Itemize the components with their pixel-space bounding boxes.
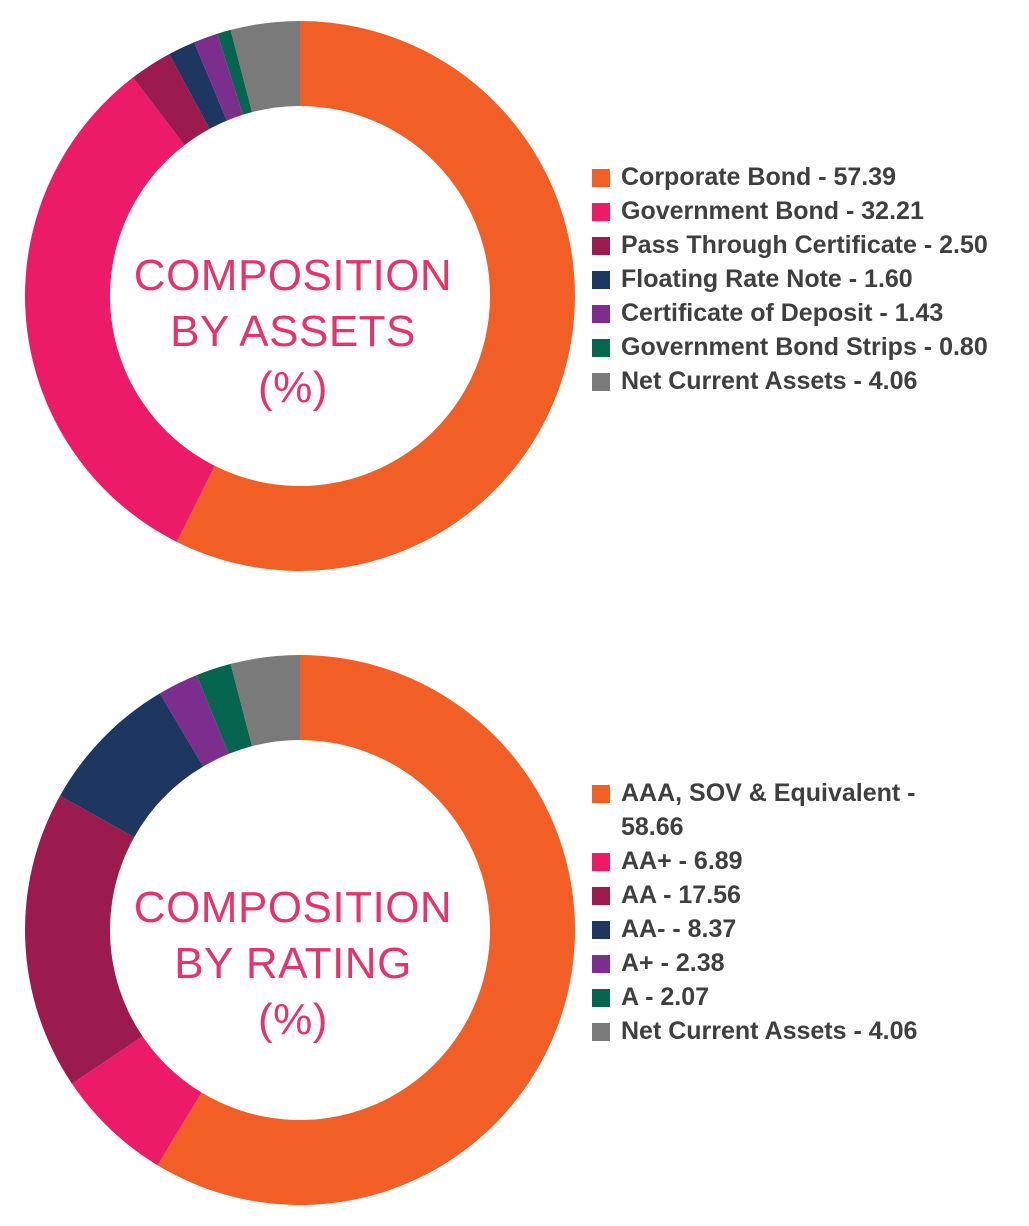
- donut-slice-government-bond: [24, 77, 215, 542]
- rating-legend: AAA, SOV & Equivalent - 58.66 AA+ - 6.89…: [592, 776, 942, 1048]
- legend-item: Net Current Assets - 4.06: [592, 364, 1022, 398]
- legend-label: Pass Through Certificate - 2.50: [621, 231, 988, 259]
- donut-slice-certificate-of-deposit: [194, 33, 243, 121]
- legend-item: Corporate Bond - 57.39: [592, 160, 1022, 194]
- assets-legend: Corporate Bond - 57.39 Government Bond -…: [592, 160, 1022, 398]
- donut-slice-net-current-assets: [230, 655, 300, 747]
- assets-composition-chart: COMPOSITION BY ASSETS (%) Corporate Bond…: [0, 0, 1029, 600]
- legend-item: AAA, SOV & Equivalent - 58.66: [592, 776, 942, 844]
- legend-label: A - 2.07: [621, 983, 710, 1011]
- legend-item: AA - 17.56: [592, 878, 942, 912]
- legend-swatch: [592, 989, 610, 1007]
- legend-label: Net Current Assets - 4.06: [621, 1017, 918, 1045]
- donut-slice-a: [196, 663, 253, 754]
- legend-item: Net Current Assets - 4.06: [592, 1014, 942, 1048]
- legend-swatch: [592, 1023, 610, 1041]
- legend-swatch: [592, 203, 610, 221]
- legend-label: AA - 17.56: [621, 881, 741, 909]
- legend-label: Certificate of Deposit - 1.43: [621, 299, 944, 327]
- legend-swatch: [592, 237, 610, 255]
- legend-label: Net Current Assets - 4.06: [621, 367, 918, 395]
- legend-swatch: [592, 785, 610, 803]
- legend-label: Government Bond - 32.21: [621, 197, 924, 225]
- legend-label: A+ - 2.38: [621, 949, 725, 977]
- rating-composition-chart: COMPOSITION BY RATING (%) AAA, SOV & Equ…: [0, 630, 1029, 1226]
- rating-title-line-1: COMPOSITION: [133, 883, 453, 932]
- legend-label: AA+ - 6.89: [621, 847, 743, 875]
- legend-label: AA- - 8.37: [621, 915, 737, 943]
- legend-item: Government Bond Strips - 0.80: [592, 330, 1022, 364]
- legend-label: Corporate Bond - 57.39: [621, 163, 897, 191]
- donut-slice-net-current-assets: [230, 21, 300, 113]
- donut-slice-aa: [72, 1036, 202, 1166]
- legend-item: Floating Rate Note - 1.60: [592, 262, 1022, 296]
- assets-title-line-2: BY ASSETS: [170, 307, 416, 356]
- legend-swatch: [592, 169, 610, 187]
- donut-slice-pass-through-certificate: [132, 54, 210, 146]
- donut-slice-aaa-sov-equivalent: [157, 655, 576, 1205]
- legend-swatch: [592, 305, 610, 323]
- legend-label: Government Bond Strips - 0.80: [621, 333, 988, 361]
- legend-item: AA- - 8.37: [592, 912, 942, 946]
- legend-item: Pass Through Certificate - 2.50: [592, 228, 1022, 262]
- donut-slice-corporate-bond: [176, 21, 575, 571]
- legend-swatch: [592, 853, 610, 871]
- legend-item: A+ - 2.38: [592, 946, 942, 980]
- legend-swatch: [592, 887, 610, 905]
- legend-item: A - 2.07: [592, 980, 942, 1014]
- assets-chart-title: COMPOSITION BY ASSETS (%): [93, 248, 493, 416]
- donut-slice-aa: [24, 795, 143, 1084]
- rating-chart-title: COMPOSITION BY RATING (%): [93, 880, 493, 1048]
- legend-swatch: [592, 373, 610, 391]
- assets-title-line-3: (%): [258, 363, 328, 412]
- rating-title-line-3: (%): [258, 995, 328, 1044]
- legend-swatch: [592, 271, 610, 289]
- rating-donut: [24, 655, 576, 1205]
- legend-item: Certificate of Deposit - 1.43: [592, 296, 1022, 330]
- rating-title-line-2: BY RATING: [174, 939, 412, 988]
- legend-swatch: [592, 921, 610, 939]
- assets-donut: [24, 21, 575, 571]
- donut-slice-government-bond-strips: [217, 29, 253, 115]
- legend-swatch: [592, 955, 610, 973]
- donut-slice-floating-rate-note: [169, 42, 227, 129]
- legend-swatch: [592, 339, 610, 357]
- legend-label: AAA, SOV & Equivalent - 58.66: [621, 779, 916, 841]
- legend-label: Floating Rate Note - 1.60: [621, 265, 913, 293]
- legend-item: AA+ - 6.89: [592, 844, 942, 878]
- donut-slice-aa: [60, 693, 204, 838]
- assets-title-line-1: COMPOSITION: [133, 251, 453, 300]
- legend-item: Government Bond - 32.21: [592, 194, 1022, 228]
- donut-slice-a: [159, 675, 229, 767]
